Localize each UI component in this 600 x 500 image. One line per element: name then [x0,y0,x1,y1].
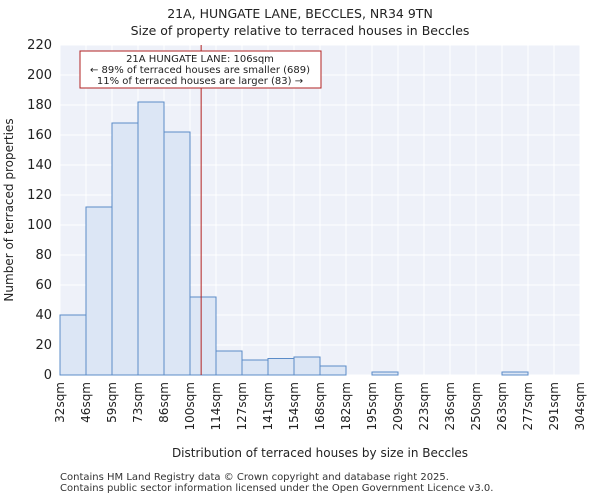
chart-subtitle: Size of property relative to terraced ho… [130,23,470,38]
y-tick-label: 80 [35,248,52,263]
bar [137,101,165,376]
y-tick-label: 140 [27,158,52,173]
x-tick-label: 141sqm [261,382,275,430]
x-tick-label: 86sqm [157,382,171,423]
y-tick-label: 40 [35,308,52,323]
x-tick-label: 236sqm [443,382,457,430]
x-tick-label: 73sqm [131,382,145,423]
bar [59,314,87,376]
x-tick-label: 209sqm [391,382,405,430]
x-tick-label: 304sqm [573,382,587,430]
y-axis-title: Number of terraced properties [2,118,16,301]
y-tick-label: 0 [44,368,52,383]
annotation-line-3: 11% of terraced houses are larger (83) → [97,76,303,87]
y-tick-label: 100 [27,218,52,233]
x-tick-label: 127sqm [235,382,249,430]
x-tick-label: 291sqm [547,382,561,430]
footer-line-2: Contains public sector information licen… [60,483,494,494]
bar [319,365,347,376]
x-axis-title: Distribution of terraced houses by size … [172,446,468,460]
bar [293,356,321,376]
x-tick-label: 182sqm [339,382,353,430]
y-tick-label: 120 [27,188,52,203]
bar [163,131,191,376]
y-tick-label: 180 [27,98,52,113]
bar [501,371,529,376]
annotation-box [79,50,322,89]
y-tick-label: 20 [35,338,52,353]
x-tick-label: 32sqm [53,382,67,423]
x-tick-label: 168sqm [313,382,327,430]
annotation-line-1: 21A HUNGATE LANE: 106sqm [126,54,274,65]
chart-title: 21A, HUNGATE LANE, BECCLES, NR34 9TN [167,6,433,21]
bar [189,296,217,376]
bar [215,350,243,376]
x-tick-label: 195sqm [365,382,379,430]
x-tick-label: 46sqm [79,382,93,423]
x-tick-label: 100sqm [183,382,197,430]
x-tick-label: 154sqm [287,382,301,430]
x-tick-label: 114sqm [209,382,223,430]
y-tick-label: 60 [35,278,52,293]
bar [241,359,269,376]
x-tick-label: 223sqm [417,382,431,430]
bar [267,358,295,376]
footer-line-1: Contains HM Land Registry data © Crown c… [60,472,449,483]
y-tick-label: 160 [27,128,52,143]
annotation-line-2: ← 89% of terraced houses are smaller (68… [90,65,310,76]
bar [85,206,113,376]
x-tick-label: 263sqm [495,382,509,430]
x-tick-label: 277sqm [521,382,535,430]
y-tick-label: 220 [27,38,52,53]
bar [371,371,399,376]
x-tick-label: 250sqm [469,382,483,430]
bar [111,122,139,376]
x-tick-label: 59sqm [105,382,119,423]
y-tick-label: 200 [27,68,52,83]
